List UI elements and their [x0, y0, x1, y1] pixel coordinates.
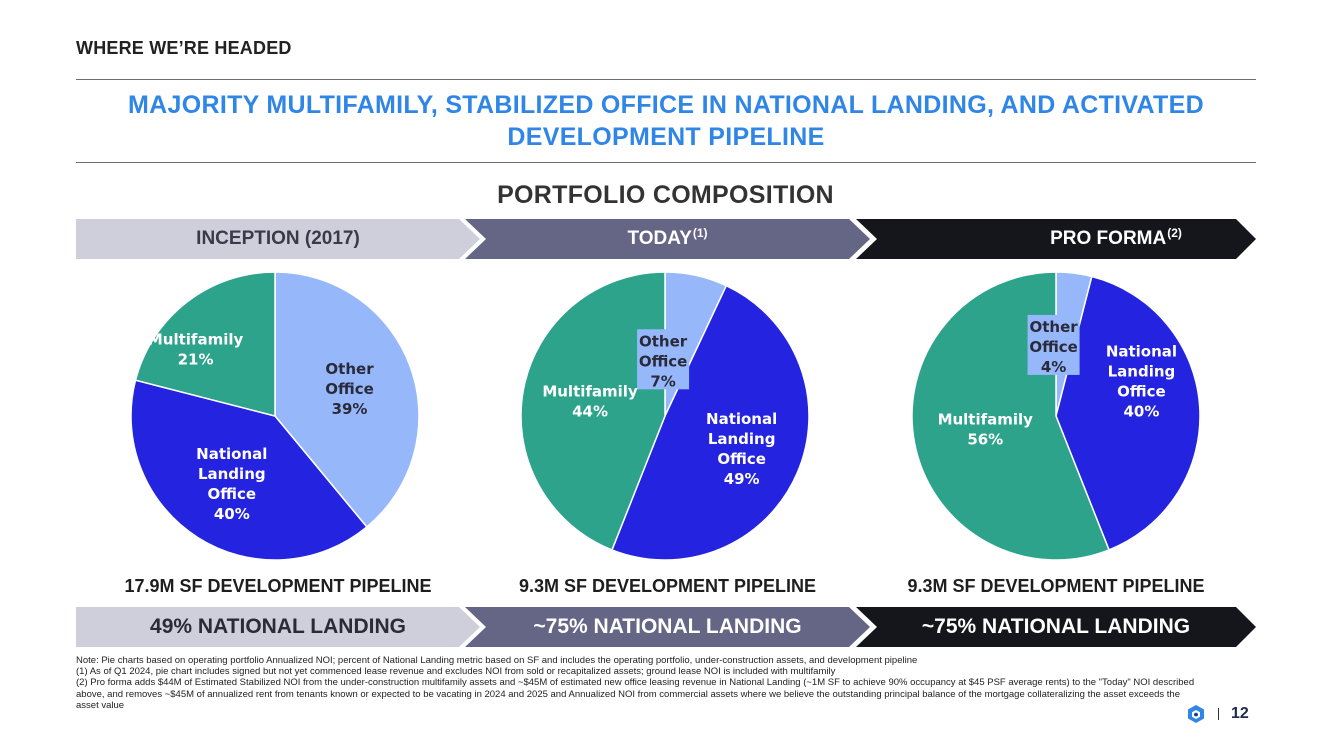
page-title: MAJORITY MULTIFAMILY, STABILIZED OFFICE … [76, 89, 1256, 153]
pie-label-highlight [1027, 314, 1080, 375]
banner-today-label: TODAY [627, 228, 692, 249]
pie-slice-national-landing-office [1055, 275, 1201, 551]
pie-label-national-landing-office: Office [208, 485, 257, 503]
pie-label-national-landing-office: National [706, 410, 777, 428]
section-subtitle: PORTFOLIO COMPOSITION [497, 181, 834, 209]
pie-label-multifamily: 21% [178, 350, 214, 368]
pipeline-proforma: 9.3M SF DEVELOPMENT PIPELINE [907, 576, 1205, 596]
page-title-line1: MAJORITY MULTIFAMILY, STABILIZED OFFICE … [128, 91, 1204, 119]
page-number: 12 [1231, 705, 1249, 722]
nl-banner-proforma: ~75% NATIONAL LANDING [856, 607, 1256, 647]
banner-today-footnote: (1) [692, 226, 708, 240]
banner-proforma-label: PRO FORMA [1050, 228, 1167, 249]
pie-label-national-landing-office: 49% [724, 470, 760, 488]
banner-inception: INCEPTION (2017) [76, 219, 480, 259]
banner-proforma-footnote: (2) [1167, 226, 1182, 240]
company-logo-icon [1188, 705, 1204, 723]
pie-label-multifamily: Multifamily [542, 383, 638, 401]
pie-label-national-landing-office: National [1106, 342, 1177, 360]
pie-slice-national-landing-office [130, 379, 368, 561]
page-separator [1218, 708, 1219, 720]
pie-label-other-office: Other [1030, 318, 1079, 336]
pie-label-national-landing-office: Office [717, 450, 766, 468]
pie-slice-national-landing-office [611, 284, 810, 561]
pie-slice-multifamily [134, 271, 276, 417]
pie-label-other-office: Office [325, 380, 374, 398]
pie-label-other-office: 39% [332, 400, 368, 418]
pipeline-inception: 17.9M SF DEVELOPMENT PIPELINE [124, 576, 432, 596]
banner-today: TODAY(1) [465, 219, 870, 259]
pie-label-multifamily: 44% [572, 403, 608, 421]
pipeline-today: 9.3M SF DEVELOPMENT PIPELINE [518, 576, 817, 596]
pie-chart-1: Other Office 39% National Landing Office 40% Mu… [130, 271, 420, 561]
pie-label-national-landing-office: National [196, 445, 267, 463]
pie-label-other-office: 4% [1041, 358, 1066, 376]
pie-label-other-office: Office [1029, 338, 1078, 356]
pie-charts: Other Office 39% National Landing Office 40% Mu… [130, 271, 1201, 561]
page-footer: 12 [1188, 702, 1249, 726]
pie-label-multifamily: Multifamily [148, 330, 244, 348]
page-title-line2: DEVELOPMENT PIPELINE [507, 123, 825, 151]
pie-chart-3: Other Office 4% National Landing Office 40% Mul… [911, 271, 1201, 561]
pie-label-national-landing-office: Office [1117, 382, 1166, 400]
footnote-1: (1) As of Q1 2024, pie chart includes si… [76, 666, 836, 678]
pie-label-highlight [637, 329, 690, 390]
pie-slice-multifamily [520, 271, 666, 551]
pie-label-other-office: 7% [650, 372, 675, 390]
pie-slice-multifamily [911, 271, 1110, 561]
pie-label-multifamily: Multifamily [938, 410, 1034, 428]
top-divider [76, 79, 1256, 80]
pie-label-national-landing-office: Landing [198, 465, 266, 483]
banner-proforma: PRO FORMA(2) [856, 219, 1256, 259]
pie-slice-other-office [274, 271, 420, 529]
banner-inception-label: INCEPTION (2017) [196, 228, 360, 249]
title-divider [76, 162, 1256, 163]
pie-label-multifamily: 56% [967, 430, 1003, 448]
pie-label-national-landing-office: Landing [708, 430, 776, 448]
nl-banner-inception: 49% NATIONAL LANDING [76, 607, 480, 647]
pie-label-other-office: Other [639, 332, 688, 350]
pie-label-other-office: Other [325, 360, 374, 378]
pie-label-other-office: Office [639, 352, 688, 370]
section-label: WHERE WE’RE HEADED [76, 38, 292, 58]
nl-banner-today: ~75% NATIONAL LANDING [465, 607, 870, 647]
pie-label-national-landing-office: Landing [1108, 362, 1176, 380]
pie-label-national-landing-office: 40% [214, 505, 250, 523]
footnotes: Note: Pie charts based on operating port… [76, 655, 1196, 711]
pie-chart-2: Other Office 7% National Landing Office 49% Mul… [520, 271, 810, 561]
pie-label-national-landing-office: 40% [1123, 402, 1159, 420]
footnote-note: Note: Pie charts based on operating port… [76, 655, 918, 666]
footnote-2: (2) Pro forma adds $44M of Estimated Sta… [76, 677, 1195, 711]
